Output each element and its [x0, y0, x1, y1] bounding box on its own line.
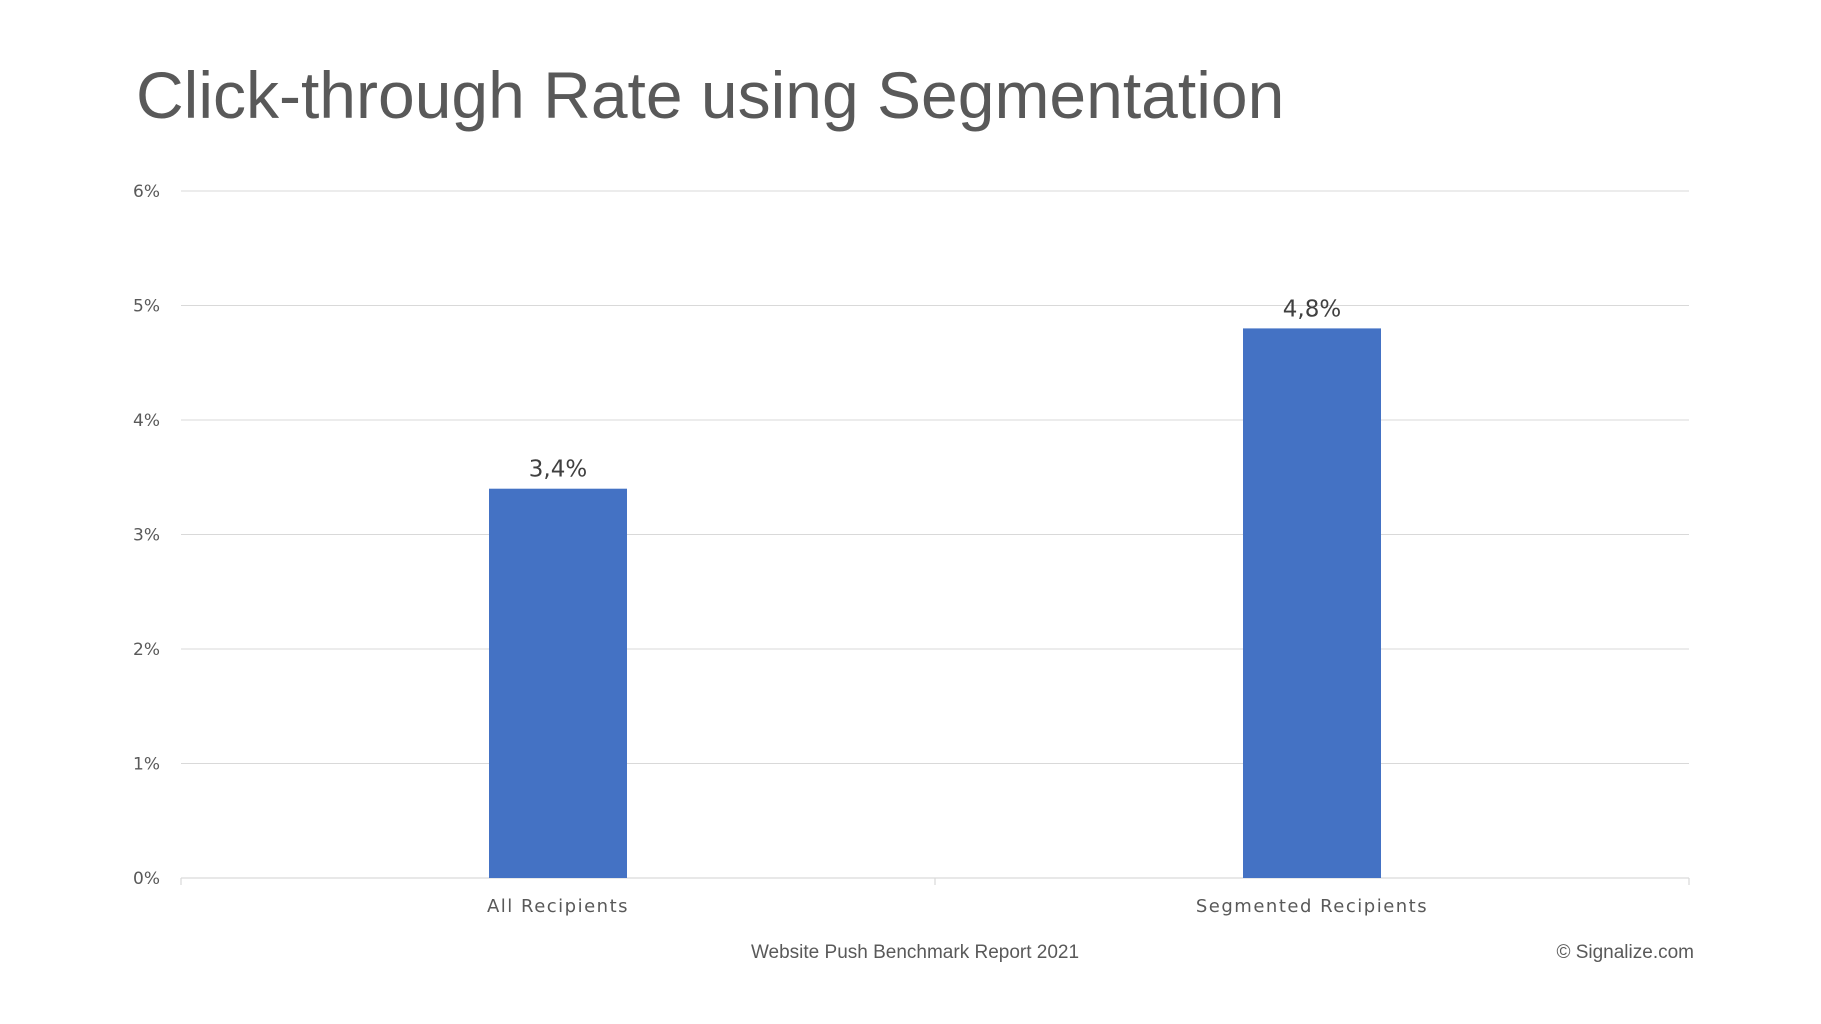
slide-title: Click-through Rate using Segmentation	[136, 58, 1285, 132]
y-tick-label: 3%	[133, 526, 160, 546]
gridlines	[181, 190, 1689, 764]
y-tick-label: 0%	[133, 869, 160, 889]
bar	[489, 488, 627, 878]
data-label: 4,8%	[1283, 296, 1341, 322]
data-label: 3,4%	[529, 457, 587, 483]
y-tick-label: 1%	[133, 755, 160, 775]
y-tick-label: 6%	[133, 182, 160, 202]
data-labels: 3,4% 4,8%	[529, 296, 1341, 482]
x-tick-label: All Recipients	[487, 896, 629, 917]
x-axis-tick-labels: All Recipients Segmented Recipients	[487, 896, 1428, 917]
x-tick-label: Segmented Recipients	[1196, 896, 1428, 917]
y-tick-label: 2%	[133, 640, 160, 660]
footer-report-name: Website Push Benchmark Report 2021	[750, 942, 1080, 963]
footer-copyright: © Signalize.com	[1556, 942, 1694, 963]
y-axis-tick-labels: 0% 1% 2% 3% 4% 5% 6%	[133, 182, 160, 889]
y-tick-label: 5%	[133, 297, 160, 317]
bars	[489, 328, 1381, 878]
y-tick-label: 4%	[133, 411, 160, 431]
bar	[1243, 328, 1381, 878]
x-axis	[180, 877, 1690, 885]
